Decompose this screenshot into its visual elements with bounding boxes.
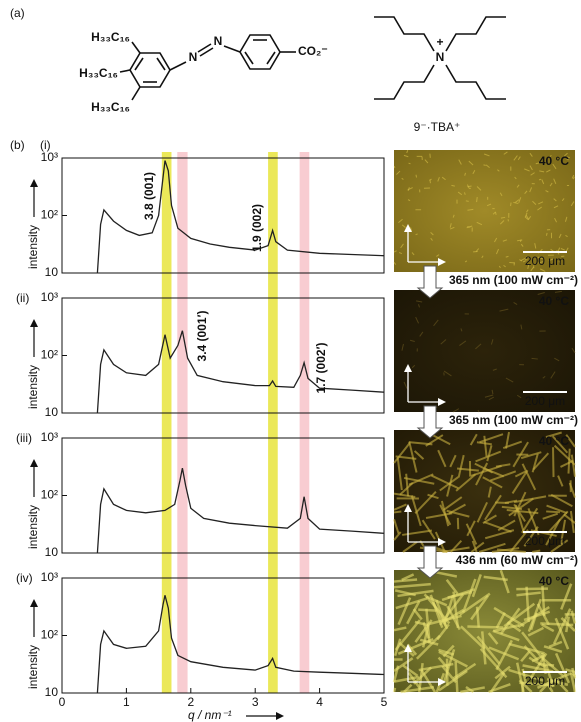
plot-frame [62,298,384,413]
y-tick-label: 10³ [41,290,58,304]
peak-annotation: 1.9 (002) [250,204,264,252]
panel-label: (iv) [16,571,33,585]
diffraction-line [97,595,384,693]
highlight-band [300,152,310,693]
scale-label: 200 μm [525,534,565,548]
texture [394,688,395,692]
texture [532,358,538,359]
y-axis-label: intensity [26,225,40,269]
irradiation-label: 436 nm (60 mW cm⁻²) [456,553,578,567]
y-axis-label: intensity [26,505,40,549]
peak-annotation: 3.4 (001′) [195,311,209,362]
micrograph: 40 °C 200 μm [394,430,575,552]
substituent: H₃₃C₁₆ [91,30,130,44]
texture [467,626,503,627]
y-tick-label: 10² [41,348,58,362]
texture [532,551,540,552]
texture [506,256,509,257]
micrograph: 40 °C 200 μm [394,570,575,692]
highlight-band [162,152,172,693]
temperature: 40 °C [539,294,569,308]
y-tick-label: 10 [45,265,59,279]
x-tick-label: 2 [187,695,194,709]
x-tick-label: 0 [59,695,66,709]
structure: (a) H₃₃C₁₆ H₃₃C₁₆ H₃₃C₁₆ N N CO₂⁻ N + 9⁻… [10,6,506,134]
scale-label: 200 μm [525,674,565,688]
y-label-arrowhead [30,599,38,607]
plot-frame [62,578,384,693]
texture [520,240,521,242]
y-tick-label: 10² [41,628,58,642]
y-tick-label: 10³ [41,570,58,584]
y-tick-label: 10² [41,208,58,222]
x-axis-label: q / nm⁻¹ [188,708,232,722]
y-tick-label: 10³ [41,150,58,164]
panel-label: (a) [10,6,25,20]
y-label-arrowhead [30,459,38,467]
texture [394,511,401,512]
scale-label: 200 μm [525,394,565,408]
x-tick-label: 5 [381,695,388,709]
texture [539,179,541,180]
temperature: 40 °C [539,434,569,448]
texture [430,180,431,184]
texture [568,449,569,474]
plot-frame [62,438,384,553]
y-label-arrowhead [30,179,38,187]
irradiation-label: 365 nm (100 mW cm⁻²) [449,413,578,427]
texture [553,447,554,477]
y-tick-label: 10² [41,488,58,502]
x-tick-label: 3 [252,695,259,709]
y-tick-label: 10³ [41,430,58,444]
substituent: H₃₃C₁₆ [79,66,118,80]
peak-annotation: 3.8 (001) [142,172,156,220]
y-tick-label: 10 [45,405,59,419]
temperature: 40 °C [539,574,569,588]
micrograph: 40 °C 200 μm [394,290,575,412]
x-tick-label: 4 [316,695,323,709]
x-tick-label: 1 [123,695,130,709]
diffraction-line [97,331,384,413]
ammonium-n: N [436,50,445,64]
y-tick-label: 10 [45,545,59,559]
compound-label: 9⁻·TBA⁺ [414,120,461,134]
y-label-arrowhead [30,319,38,327]
y-tick-label: 10 [45,685,59,699]
scale-label: 200 μm [525,254,565,268]
temperature: 40 °C [539,154,569,168]
highlight-band [177,152,187,693]
micrograph: 40 °C 200 μm [394,150,575,272]
texture [409,163,411,164]
texture [394,166,395,168]
texture [466,201,469,202]
texture [467,227,470,228]
texture [416,234,418,235]
y-axis-label: intensity [26,645,40,689]
texture [416,175,417,178]
texture [477,197,478,202]
panel-label: (ii) [16,291,29,305]
irradiation-label: 365 nm (100 mW cm⁻²) [449,273,578,287]
carboxylate: CO₂⁻ [298,44,328,58]
ammonium-charge: + [436,35,443,49]
panel-label: (b) [10,138,25,152]
panel-label: (iii) [16,431,32,445]
figure: (a) H₃₃C₁₆ H₃₃C₁₆ H₃₃C₁₆ N N CO₂⁻ N + 9⁻… [0,0,581,722]
x-label-arrowhead [276,712,284,720]
plot-frame [62,158,384,273]
azo-n: N [189,50,198,64]
azo-n: N [214,34,223,48]
diffraction-line [97,161,384,273]
y-axis-label: intensity [26,365,40,409]
substituent: H₃₃C₁₆ [91,100,130,114]
diffraction-line [97,468,384,553]
texture [546,233,547,236]
texture [546,511,560,512]
peak-annotation: 1.7 (002′) [314,343,328,394]
